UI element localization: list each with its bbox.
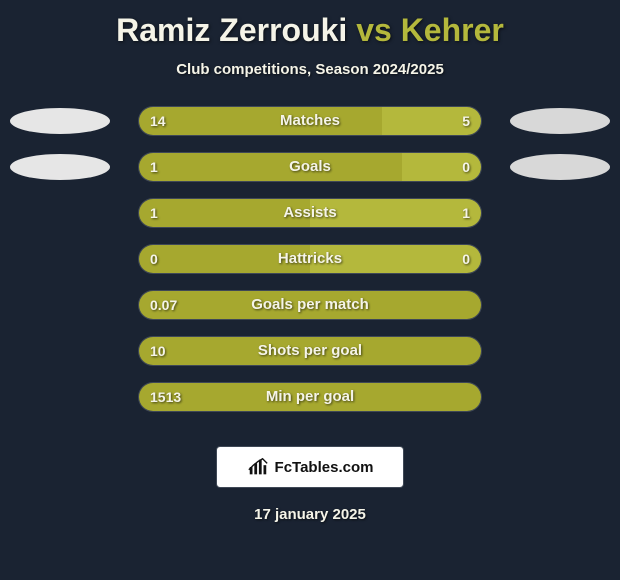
bar-fill-player1 bbox=[139, 337, 481, 365]
bar-fill-player2 bbox=[310, 245, 481, 273]
stat-row: Min per goal1513 bbox=[0, 382, 620, 428]
stat-row: Goals per match0.07 bbox=[0, 290, 620, 336]
subtitle: Club competitions, Season 2024/2025 bbox=[0, 61, 620, 78]
bar-fill-player1 bbox=[139, 199, 310, 227]
page-title: Ramiz Zerrouki vs Kehrer bbox=[0, 0, 620, 49]
player1-logo-placeholder bbox=[10, 154, 110, 180]
stat-row: Assists11 bbox=[0, 198, 620, 244]
player2-logo-placeholder bbox=[510, 154, 610, 180]
bar-track bbox=[138, 106, 482, 136]
bar-fill-player1 bbox=[139, 107, 382, 135]
bar-track bbox=[138, 382, 482, 412]
date-text: 17 january 2025 bbox=[0, 506, 620, 523]
bar-fill-player1 bbox=[139, 245, 310, 273]
player1-name: Ramiz Zerrouki bbox=[116, 12, 347, 48]
bar-fill-player2 bbox=[382, 107, 481, 135]
stat-row: Shots per goal10 bbox=[0, 336, 620, 382]
brand-text: FcTables.com bbox=[275, 459, 374, 476]
title-vs: vs bbox=[356, 12, 392, 48]
bar-track bbox=[138, 244, 482, 274]
bar-fill-player1 bbox=[139, 383, 481, 411]
stat-row: Hattricks00 bbox=[0, 244, 620, 290]
player2-logo-placeholder bbox=[510, 108, 610, 134]
bar-fill-player2 bbox=[402, 153, 481, 181]
bar-track bbox=[138, 198, 482, 228]
stat-row: Matches145 bbox=[0, 106, 620, 152]
stats-container: Matches145Goals10Assists11Hattricks00Goa… bbox=[0, 106, 620, 428]
bar-track bbox=[138, 290, 482, 320]
bar-fill-player1 bbox=[139, 291, 481, 319]
brand-badge: FcTables.com bbox=[216, 446, 404, 488]
stat-row: Goals10 bbox=[0, 152, 620, 198]
player1-logo-placeholder bbox=[10, 108, 110, 134]
bar-fill-player1 bbox=[139, 153, 402, 181]
bar-fill-player2 bbox=[310, 199, 481, 227]
chart-icon bbox=[247, 456, 269, 478]
bar-track bbox=[138, 152, 482, 182]
bar-track bbox=[138, 336, 482, 366]
player2-name: Kehrer bbox=[401, 12, 504, 48]
